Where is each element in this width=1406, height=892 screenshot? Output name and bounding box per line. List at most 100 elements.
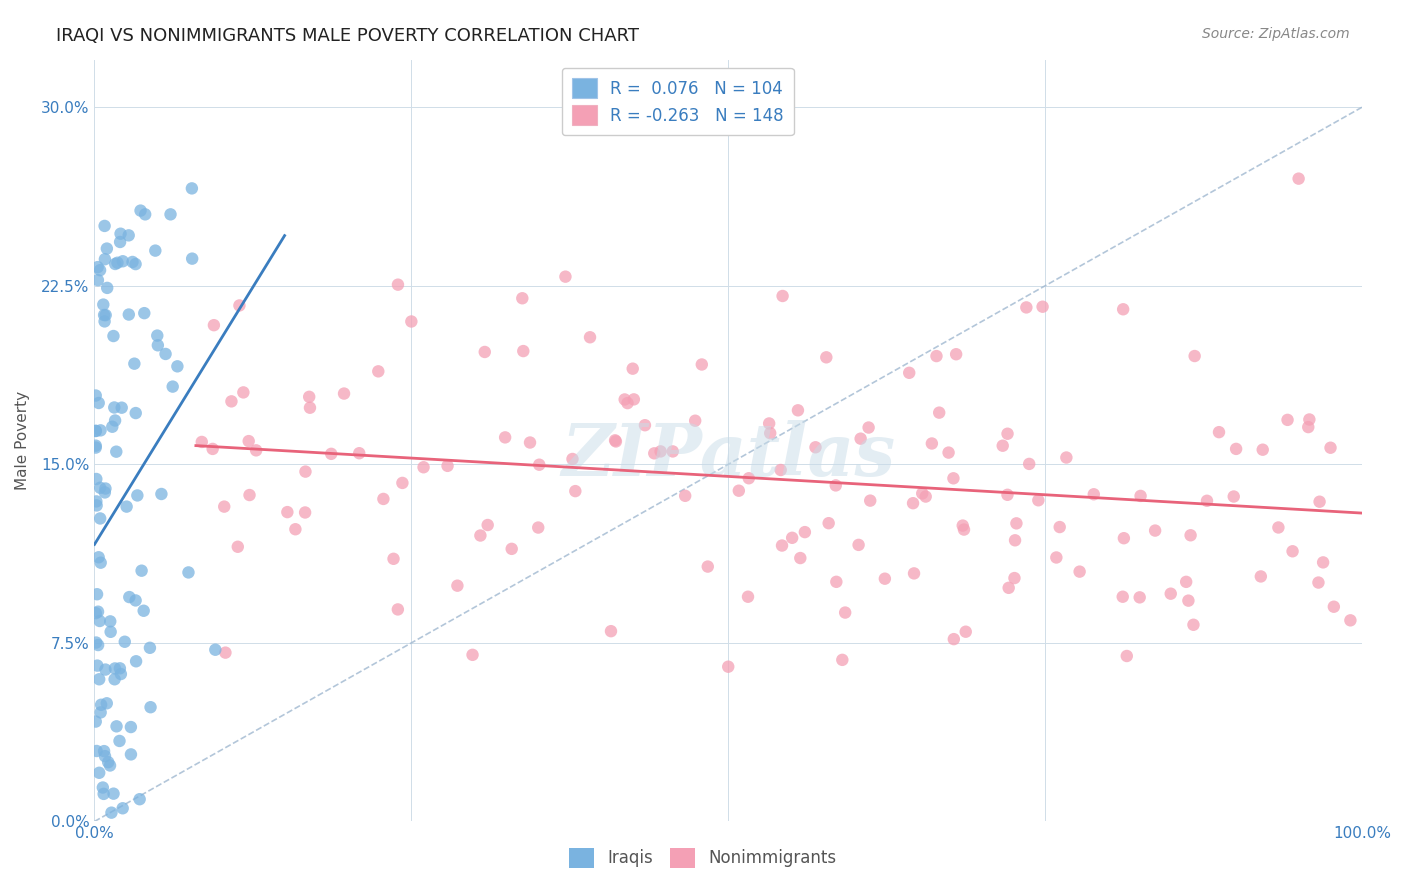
- Point: [510, 291, 533, 305]
- Point: [111, 254, 134, 268]
- Point: [1175, 574, 1198, 589]
- Point: [1308, 575, 1330, 590]
- Point: [787, 403, 810, 417]
- Point: [928, 406, 950, 420]
- Point: [298, 390, 321, 404]
- Point: [146, 338, 169, 352]
- Point: [238, 434, 260, 449]
- Point: [1004, 571, 1026, 585]
- Point: [86, 587, 108, 601]
- Point: [873, 572, 896, 586]
- Point: [155, 347, 177, 361]
- Point: [623, 392, 645, 407]
- Point: [284, 522, 307, 536]
- Point: [1032, 300, 1054, 314]
- Point: [512, 344, 534, 359]
- Point: [696, 559, 718, 574]
- Point: [412, 460, 434, 475]
- Point: [238, 488, 260, 502]
- Point: [1083, 487, 1105, 501]
- Point: [953, 523, 976, 537]
- Point: [1112, 590, 1135, 604]
- Point: [87, 605, 110, 619]
- Point: [391, 475, 413, 490]
- Point: [96, 242, 118, 256]
- Point: [650, 444, 672, 458]
- Point: [84, 441, 107, 455]
- Point: [1049, 520, 1071, 534]
- Point: [91, 780, 114, 795]
- Point: [859, 493, 882, 508]
- Point: [1054, 450, 1077, 465]
- Point: [89, 481, 111, 495]
- Point: [770, 539, 793, 553]
- Point: [228, 298, 250, 312]
- Point: [91, 297, 114, 311]
- Point: [90, 423, 112, 437]
- Point: [120, 747, 142, 762]
- Point: [436, 458, 458, 473]
- Point: [84, 472, 107, 486]
- Point: [96, 696, 118, 710]
- Point: [118, 228, 141, 243]
- Text: ZIPatlas: ZIPatlas: [561, 420, 896, 491]
- Point: [1045, 550, 1067, 565]
- Point: [129, 203, 152, 218]
- Point: [494, 430, 516, 444]
- Point: [1323, 599, 1346, 614]
- Point: [180, 181, 202, 195]
- Point: [1129, 489, 1152, 503]
- Point: [89, 673, 111, 687]
- Point: [1339, 613, 1361, 627]
- Point: [139, 700, 162, 714]
- Point: [661, 444, 683, 458]
- Point: [605, 434, 627, 449]
- Point: [921, 436, 943, 450]
- Point: [93, 787, 115, 801]
- Point: [86, 658, 108, 673]
- Point: [84, 388, 107, 402]
- Point: [382, 551, 405, 566]
- Point: [100, 805, 122, 820]
- Point: [1250, 569, 1272, 583]
- Point: [110, 667, 132, 681]
- Point: [945, 347, 967, 361]
- Point: [87, 638, 110, 652]
- Point: [616, 396, 638, 410]
- Point: [1222, 490, 1244, 504]
- Point: [997, 581, 1019, 595]
- Point: [942, 632, 965, 647]
- Point: [1069, 565, 1091, 579]
- Point: [1112, 302, 1135, 317]
- Point: [1225, 442, 1247, 456]
- Point: [103, 401, 125, 415]
- Point: [94, 749, 117, 764]
- Point: [181, 252, 204, 266]
- Point: [89, 765, 111, 780]
- Point: [90, 698, 112, 712]
- Point: [159, 207, 181, 221]
- Point: [139, 640, 162, 655]
- Point: [1112, 531, 1135, 545]
- Point: [759, 426, 782, 441]
- Legend: Iraqis, Nonimmigrants: Iraqis, Nonimmigrants: [562, 841, 844, 875]
- Point: [121, 255, 143, 269]
- Point: [221, 394, 243, 409]
- Point: [1281, 544, 1303, 558]
- Point: [111, 801, 134, 815]
- Point: [834, 606, 856, 620]
- Point: [1004, 533, 1026, 548]
- Point: [245, 443, 267, 458]
- Point: [127, 488, 149, 502]
- Point: [387, 602, 409, 616]
- Point: [101, 419, 124, 434]
- Point: [997, 426, 1019, 441]
- Point: [177, 566, 200, 580]
- Point: [470, 528, 492, 542]
- Point: [202, 318, 225, 333]
- Point: [128, 792, 150, 806]
- Point: [579, 330, 602, 344]
- Point: [146, 328, 169, 343]
- Point: [90, 556, 112, 570]
- Point: [1160, 587, 1182, 601]
